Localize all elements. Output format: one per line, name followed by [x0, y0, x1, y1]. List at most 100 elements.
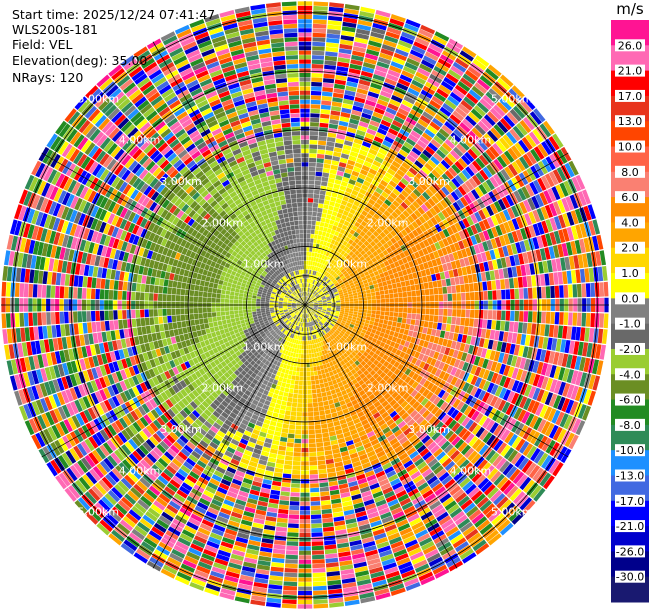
range-gate-cell	[338, 208, 344, 215]
range-gate-cell	[330, 196, 337, 203]
range-gate-cell	[333, 151, 342, 158]
range-gate-cell	[333, 88, 345, 94]
range-gate-cell	[356, 24, 372, 31]
range-gate-cell	[329, 243, 334, 249]
range-gate-cell	[344, 236, 351, 243]
range-gate-cell	[337, 222, 344, 229]
range-gate-cell	[397, 78, 411, 87]
range-gate-cell	[344, 8, 359, 15]
range-gate-cell	[363, 180, 371, 187]
range-gate-cell	[344, 90, 356, 97]
range-gate-cell	[318, 199, 325, 204]
range-gate-cell	[323, 204, 329, 210]
range-gate-cell	[332, 97, 343, 103]
range-gate-cell	[308, 256, 312, 261]
range-gate-cell	[401, 70, 415, 79]
range-gate-cell	[355, 196, 363, 203]
range-gate-cell	[329, 114, 340, 121]
range-gate-cell	[328, 205, 334, 211]
range-gate-cell	[324, 236, 329, 242]
range-gate-cell	[318, 268, 323, 273]
range-gate-cell	[323, 222, 329, 228]
range-gate-cell	[308, 180, 315, 185]
range-gate-cell	[415, 37, 430, 47]
range-gate-cell	[348, 155, 357, 162]
range-gate-cell	[344, 191, 351, 198]
range-gate-cell	[339, 43, 353, 50]
range-gate-cell	[312, 280, 316, 285]
range-gate-cell	[377, 127, 388, 136]
range-gate-cell	[305, 301, 307, 305]
range-gate-cell	[314, 271, 317, 276]
range-gate-cell	[330, 215, 336, 221]
range-gate-cell	[311, 279, 314, 284]
range-gate-cell	[312, 211, 317, 217]
range-gate-cell	[306, 292, 308, 297]
range-gate-cell	[306, 247, 310, 252]
range-gate-cell	[354, 37, 368, 44]
range-gate-cell	[340, 112, 351, 118]
range-gate-cell	[376, 61, 390, 69]
range-gate-cell	[362, 62, 376, 70]
range-gate-cell	[351, 225, 358, 232]
range-gate-cell	[395, 48, 409, 57]
range-gate-cell	[337, 248, 343, 254]
range-gate-cell	[361, 112, 372, 120]
range-gate-cell	[366, 128, 377, 136]
range-gate-cell	[360, 6, 376, 14]
range-gate-cell	[322, 82, 334, 88]
range-gate-cell	[305, 278, 307, 283]
range-gate-cell	[370, 82, 382, 90]
range-gate-cell	[321, 213, 327, 218]
range-gate-cell	[390, 14, 406, 23]
range-gate-cell	[349, 193, 357, 200]
range-gate-cell	[318, 273, 322, 278]
range-gate-cell	[331, 160, 340, 166]
range-gate-cell	[311, 220, 316, 226]
range-gate-cell	[310, 234, 315, 239]
range-gate-cell	[312, 247, 316, 253]
range-gate-cell	[375, 132, 386, 140]
range-gate-cell	[324, 154, 333, 160]
range-gate-cell	[380, 119, 392, 128]
range-gate-cell	[309, 288, 312, 293]
range-gate-cell	[343, 220, 350, 227]
range-gate-cell	[310, 104, 321, 109]
range-gate-cell	[399, 74, 413, 83]
range-gate-cell	[329, 119, 339, 125]
range-gate-cell	[411, 45, 426, 55]
range-gate-cell	[332, 235, 338, 241]
range-gate-cell	[316, 212, 322, 218]
range-gate-cell	[331, 211, 338, 217]
range-gate-cell	[407, 87, 420, 97]
range-gate-cell	[420, 24, 436, 35]
range-gate-cell	[391, 160, 401, 169]
range-gate-cell	[305, 283, 307, 288]
range-gate-cell	[308, 171, 316, 176]
range-gate-cell	[307, 198, 314, 203]
range-gate-cell	[311, 59, 324, 65]
range-gate-cell	[316, 216, 321, 222]
range-gate-cell	[363, 206, 371, 213]
range-gate-cell	[325, 251, 330, 257]
range-gate-cell	[322, 241, 328, 246]
range-gate-cell	[368, 198, 376, 206]
range-gate-cell	[313, 198, 319, 203]
range-gate-cell	[413, 75, 426, 85]
range-gate-cell	[375, 9, 391, 18]
range-gate-cell	[398, 40, 413, 49]
range-gate-cell	[338, 52, 351, 59]
range-gate-cell	[374, 69, 387, 78]
range-gate-cell	[309, 247, 313, 252]
range-gate-cell	[305, 300, 306, 305]
range-gate-cell	[311, 265, 315, 271]
range-gate-cell	[382, 115, 393, 124]
range-gate-cell	[349, 229, 356, 235]
range-gate-cell	[318, 203, 324, 209]
range-gate-cell	[341, 30, 355, 37]
range-gate-cell	[344, 168, 353, 175]
range-gate-cell	[305, 287, 307, 292]
range-gate-cell	[310, 113, 320, 118]
range-gate-cell	[346, 81, 358, 88]
range-gate-cell	[317, 272, 321, 277]
